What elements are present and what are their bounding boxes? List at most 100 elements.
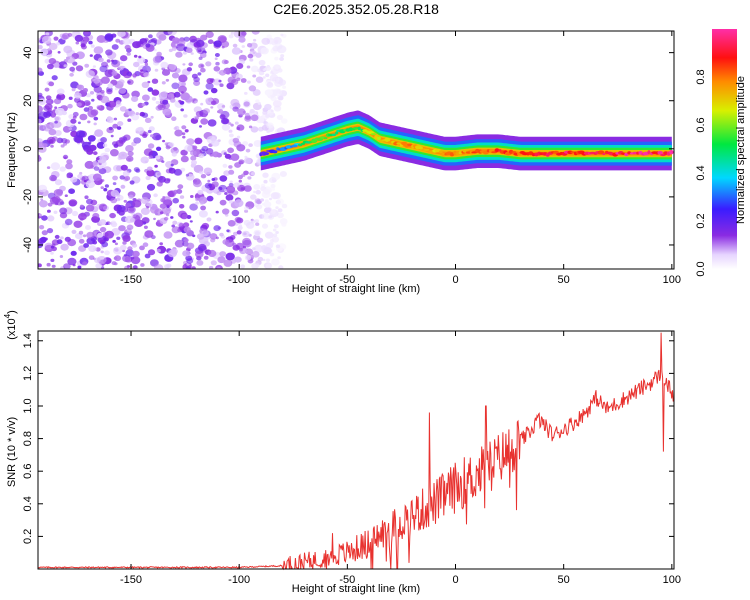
- noise-speckle: [237, 108, 246, 116]
- noise-speckle: [215, 61, 220, 66]
- ridge-blob: [647, 150, 651, 155]
- noise-speckle: [119, 137, 123, 141]
- noise-speckle: [243, 157, 252, 164]
- noise-speckle: [198, 63, 205, 69]
- noise-speckle: [104, 250, 110, 256]
- noise-speckle: [197, 243, 207, 252]
- noise-speckle: [145, 175, 151, 181]
- noise-speckle: [228, 122, 232, 125]
- noise-speckle: [47, 202, 53, 207]
- ridge-blob: [657, 150, 663, 155]
- noise-speckle: [206, 217, 212, 222]
- noise-speckle: [100, 76, 110, 84]
- noise-speckle: [141, 103, 146, 107]
- noise-speckle: [215, 210, 219, 214]
- noise-speckle: [223, 259, 233, 267]
- noise-speckle: [200, 34, 208, 41]
- noise-speckle: [46, 228, 54, 234]
- noise-speckle: [113, 143, 119, 148]
- noise-speckle: [253, 140, 262, 147]
- noise-speckle: [242, 248, 248, 253]
- noise-speckle: [93, 122, 97, 126]
- noise-speckle: [221, 46, 225, 49]
- noise-speckle: [210, 106, 214, 109]
- ridge-blob: [636, 151, 640, 155]
- x-tick-label: -50: [339, 574, 355, 586]
- noise-speckle: [127, 246, 133, 251]
- noise-speckle: [57, 51, 61, 54]
- noise-speckle: [260, 198, 264, 202]
- noise-speckle: [245, 148, 251, 153]
- noise-speckle: [167, 31, 177, 36]
- noise-speckle: [229, 180, 233, 184]
- noise-speckle: [100, 186, 104, 190]
- x-tick-label: -150: [120, 274, 142, 286]
- noise-speckle: [163, 231, 173, 239]
- ridge-blob: [602, 153, 606, 155]
- noise-speckle: [172, 220, 178, 225]
- ridge-blob: [407, 143, 413, 147]
- noise-speckle: [171, 224, 175, 228]
- noise-speckle: [104, 230, 115, 239]
- noise-speckle: [232, 43, 238, 48]
- noise-speckle: [110, 149, 119, 157]
- noise-speckle: [85, 70, 96, 78]
- snr-y-label: SNR (10 * v/v): [6, 417, 18, 487]
- noise-speckle: [159, 242, 163, 246]
- noise-speckle: [165, 111, 173, 118]
- noise-speckle: [46, 166, 51, 170]
- noise-speckle: [173, 91, 181, 98]
- figure-title: C2E6.2025.352.05.28.R18: [273, 1, 439, 17]
- noise-speckle: [88, 40, 93, 45]
- noise-speckle: [39, 225, 45, 230]
- noise-speckle: [153, 193, 158, 198]
- noise-speckle: [53, 210, 58, 214]
- noise-speckle: [38, 105, 43, 113]
- noise-speckle: [276, 45, 287, 54]
- noise-speckle: [97, 155, 107, 164]
- noise-speckle: [156, 51, 162, 57]
- noise-speckle: [231, 47, 241, 55]
- noise-speckle: [50, 162, 61, 171]
- noise-speckle: [174, 129, 183, 137]
- noise-speckle: [237, 225, 243, 230]
- noise-speckle: [178, 99, 182, 103]
- ridge-blob: [263, 152, 270, 156]
- noise-speckle: [252, 74, 257, 78]
- ridge-blob: [669, 150, 674, 155]
- noise-speckle: [279, 57, 284, 61]
- noise-speckle: [131, 113, 140, 121]
- noise-speckle: [222, 239, 230, 245]
- noise-speckle: [44, 87, 50, 92]
- noise-speckle: [236, 144, 246, 152]
- noise-speckle: [271, 187, 276, 191]
- noise-speckle: [222, 208, 230, 215]
- colorbar: 0.0 0.2 0.4 0.6 0.8 Normalized spectral ampl…: [695, 29, 747, 277]
- noise-speckle: [272, 228, 277, 232]
- noise-speckle: [224, 192, 228, 195]
- noise-speckle: [141, 217, 150, 224]
- noise-speckle: [93, 166, 100, 171]
- noise-speckle: [96, 141, 106, 149]
- noise-speckle: [209, 233, 218, 240]
- ridge-blob: [331, 133, 337, 137]
- noise-speckle: [262, 76, 266, 79]
- noise-speckle: [78, 230, 84, 235]
- noise-speckle: [198, 153, 204, 158]
- noise-speckle: [74, 92, 82, 99]
- noise-speckle: [109, 212, 116, 219]
- noise-speckle: [115, 38, 121, 43]
- noise-speckle: [228, 169, 235, 175]
- noise-speckle: [105, 49, 113, 56]
- noise-speckle: [274, 56, 279, 61]
- noise-speckle: [54, 116, 61, 122]
- noise-speckle: [194, 137, 203, 145]
- noise-speckle: [239, 248, 243, 252]
- noise-speckle: [154, 164, 158, 168]
- noise-speckle: [70, 118, 77, 124]
- noise-speckle: [101, 241, 109, 248]
- noise-speckle: [224, 188, 227, 192]
- noise-speckle: [243, 101, 250, 107]
- noise-speckle: [250, 194, 257, 200]
- noise-speckle: [266, 122, 274, 129]
